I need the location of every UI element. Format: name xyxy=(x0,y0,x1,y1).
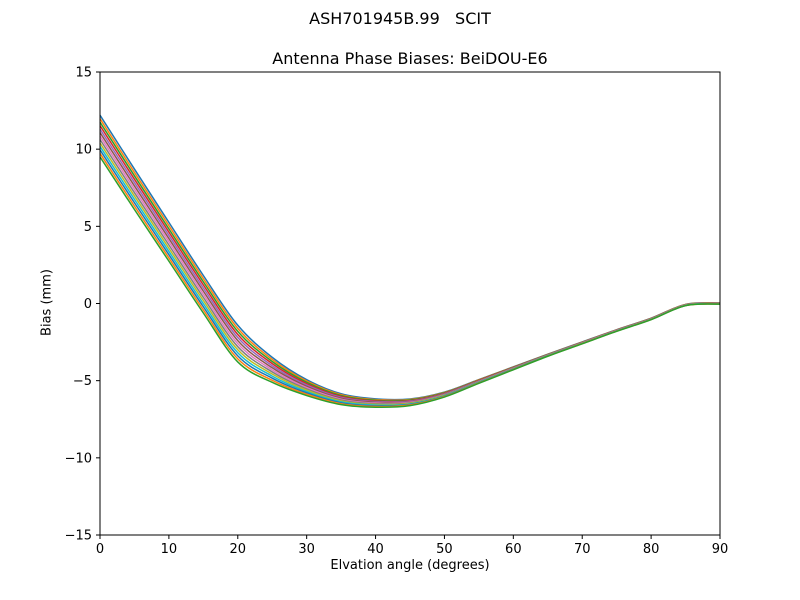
x-tick-label: 40 xyxy=(367,542,384,557)
x-tick-label: 60 xyxy=(505,542,522,557)
bias-curve xyxy=(99,114,721,401)
bias-curve xyxy=(99,121,721,402)
axes-frame xyxy=(99,71,721,536)
bias-curve xyxy=(99,142,721,406)
x-tick-label: 50 xyxy=(436,542,453,557)
x-axis-label: Elvation angle (degrees) xyxy=(330,558,490,573)
x-tick-label: 10 xyxy=(161,542,178,557)
x-tick-label: 90 xyxy=(712,542,729,557)
x-tick-label: 0 xyxy=(96,542,104,557)
y-tick-label: −10 xyxy=(65,451,92,466)
axes-title: Antenna Phase Biases: BeiDOU-E6 xyxy=(272,49,548,68)
bias-curve xyxy=(99,132,721,404)
y-tick-label: 10 xyxy=(75,143,92,158)
y-tick-label: 5 xyxy=(84,220,92,235)
x-tick-label: 20 xyxy=(230,542,247,557)
y-tick-label: −15 xyxy=(65,529,92,544)
bias-curve xyxy=(99,156,721,409)
x-tick-label: 30 xyxy=(298,542,315,557)
y-tick-label: 0 xyxy=(84,297,92,312)
y-axis-label: Bias (mm) xyxy=(39,269,55,336)
figure-title: ASH701945B.99 SCIT xyxy=(309,9,491,28)
y-tick-label: 15 xyxy=(75,66,92,81)
x-tick-label: 70 xyxy=(574,542,591,557)
y-tick-label: −5 xyxy=(73,374,92,389)
x-tick-label: 80 xyxy=(643,542,660,557)
